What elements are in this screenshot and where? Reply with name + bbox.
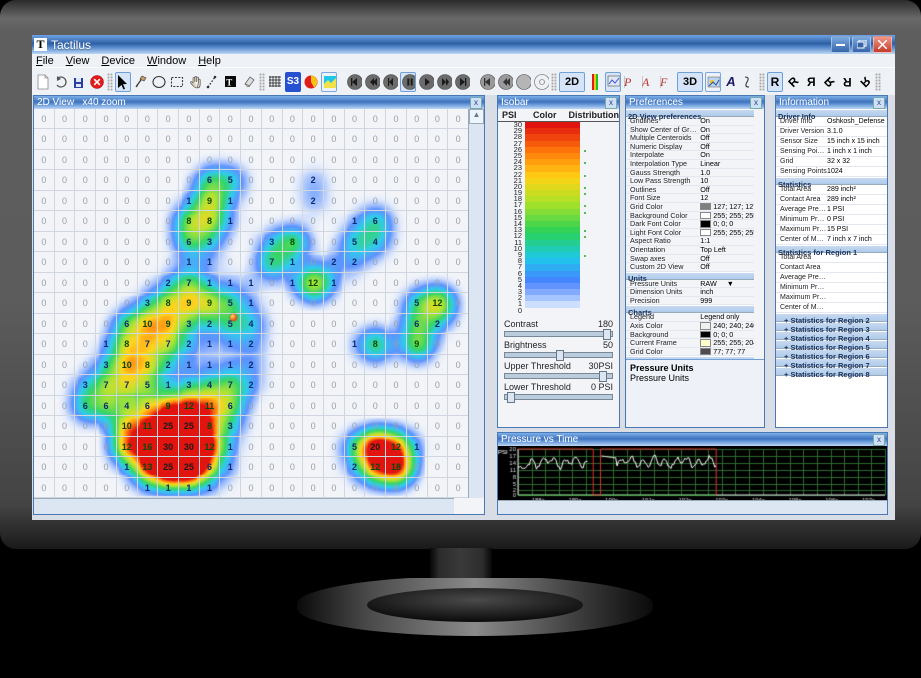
- svg-text:F: F: [660, 75, 668, 89]
- svg-text:P: P: [624, 75, 632, 89]
- svg-text:A: A: [642, 75, 650, 89]
- svg-text:T: T: [226, 77, 232, 87]
